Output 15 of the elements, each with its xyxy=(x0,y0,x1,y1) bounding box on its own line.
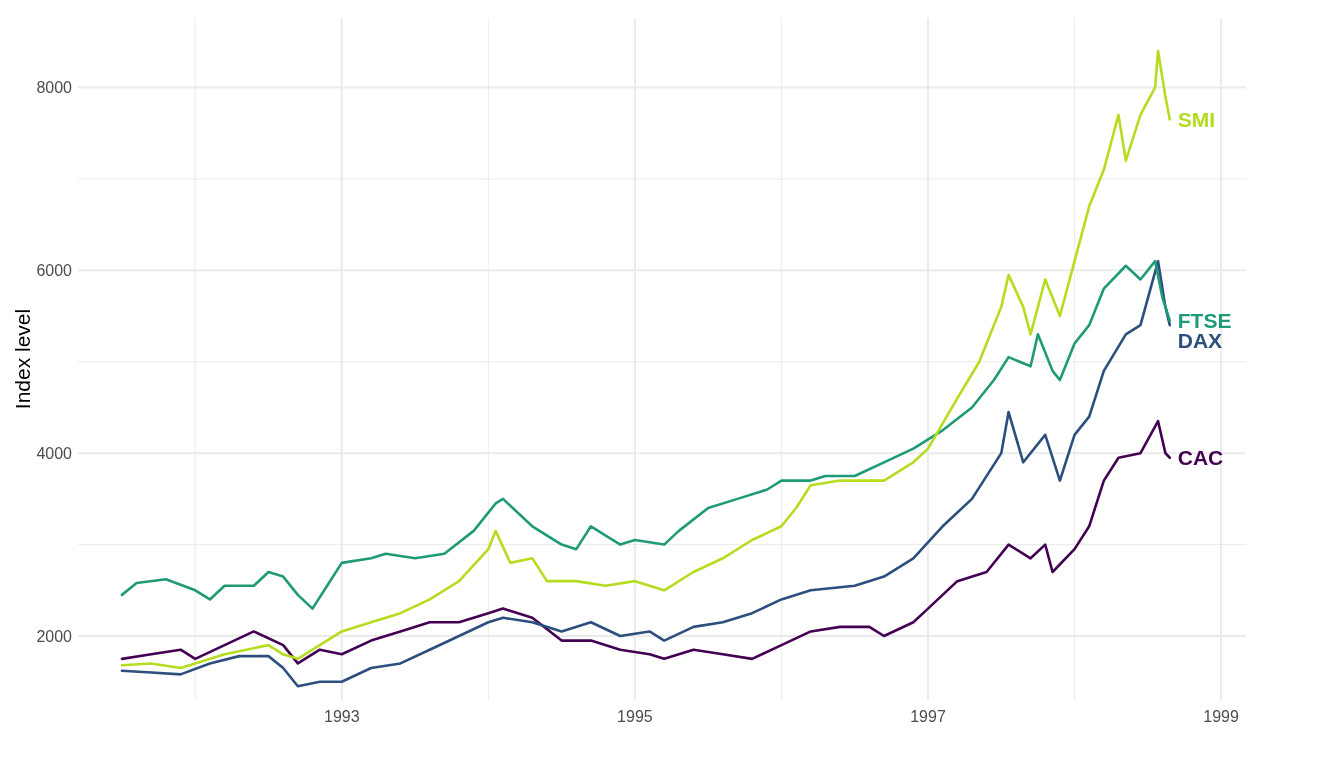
line-series xyxy=(120,259,1172,688)
x-tick-label: 1997 xyxy=(910,708,946,725)
series-label: SMI xyxy=(1177,107,1216,131)
y-tick-label: 6000 xyxy=(36,261,73,279)
series-label: CAC xyxy=(1177,446,1224,470)
y-tick-label: 2000 xyxy=(36,627,73,645)
y-tick-label: 8000 xyxy=(36,79,73,97)
x-tick-label: 1995 xyxy=(617,708,653,725)
line-series xyxy=(120,419,1172,665)
y-tick-label: 4000 xyxy=(36,444,73,462)
line-series xyxy=(120,49,1172,670)
y-axis-title: Index level xyxy=(11,308,34,410)
x-tick-label: 1993 xyxy=(323,708,360,725)
x-tick-label: 1999 xyxy=(1203,708,1239,725)
line-series xyxy=(120,259,1172,610)
